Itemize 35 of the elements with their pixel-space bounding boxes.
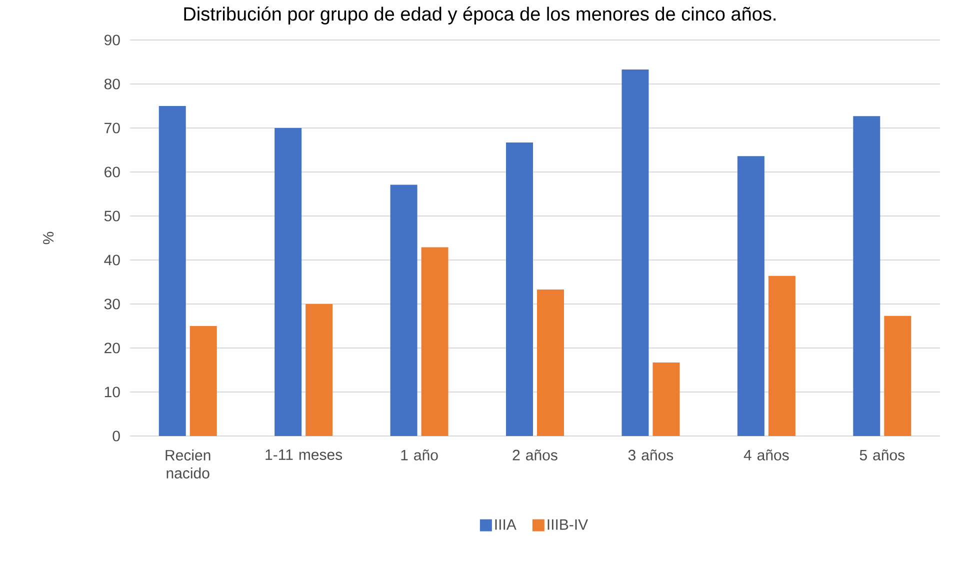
y-tick-label: 60: [104, 166, 120, 178]
bar: [190, 326, 217, 436]
x-tick-label: 5 años: [860, 450, 905, 460]
bar: [158, 106, 186, 436]
legend-label: IIIA: [495, 519, 516, 530]
bar: [390, 184, 418, 436]
bar: [537, 289, 564, 436]
legend-label: IIIB-IV: [548, 519, 588, 530]
bar: [306, 304, 333, 436]
y-tick-label: 70: [104, 122, 120, 134]
bar: [768, 276, 796, 436]
bar: [506, 142, 533, 436]
y-axis-title: %: [43, 232, 54, 244]
x-tick-label: 1 año: [401, 450, 438, 460]
y-tick-label: 20: [104, 342, 120, 354]
chart-title: Distribución por grupo de edad y época de los menores de cinco años.: [184, 6, 776, 24]
y-tick-label: 40: [104, 254, 120, 266]
bar: [853, 116, 880, 436]
x-tick-label: 2 años: [512, 450, 558, 460]
y-tick-label: 80: [104, 78, 120, 90]
bar: [737, 156, 764, 436]
y-tick-label: 10: [104, 386, 120, 398]
bar: [421, 247, 448, 436]
x-tick-label: 1-11 meses: [266, 450, 342, 460]
y-tick-label: 50: [104, 210, 120, 222]
x-tick-label: 4 años: [744, 450, 789, 460]
bar: [622, 69, 649, 436]
y-tick-label: 90: [104, 34, 120, 46]
bar: [274, 128, 302, 436]
x-tick-label: Recien nacido: [166, 450, 210, 479]
bar: [652, 362, 680, 436]
y-tick-label: 30: [104, 298, 120, 310]
y-tick-label: 0: [112, 430, 120, 442]
x-tick-label: 3 años: [628, 450, 674, 460]
bar: [884, 316, 912, 436]
